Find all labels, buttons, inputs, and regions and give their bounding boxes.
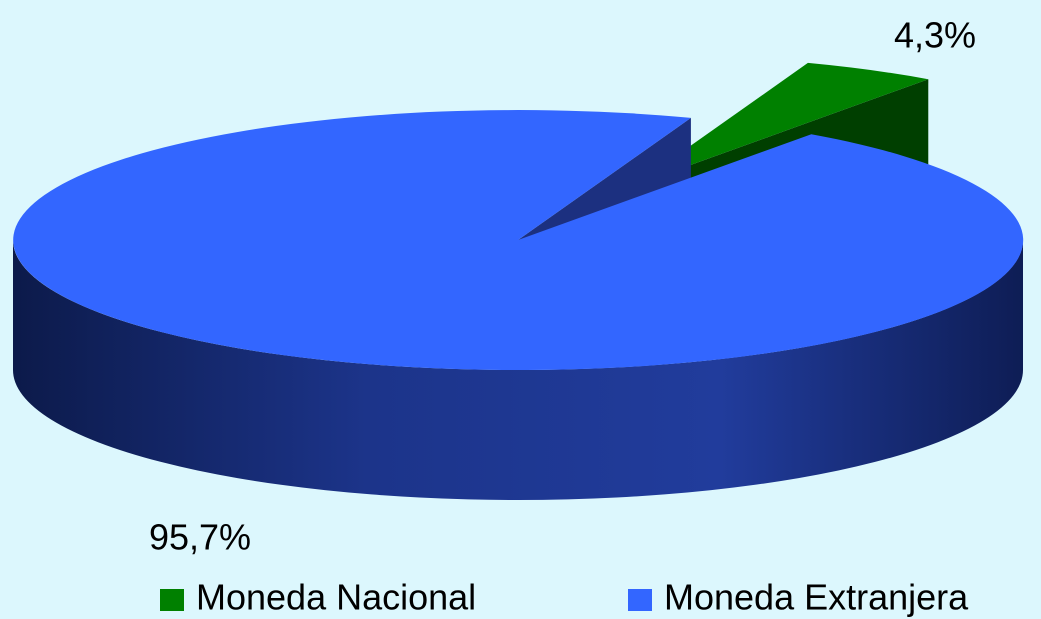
legend-swatch — [628, 589, 652, 611]
legend-label: Moneda Extranjera — [664, 577, 969, 618]
slice-top — [635, 62, 929, 185]
legend-swatch — [160, 589, 184, 611]
data-label: 4,3% — [894, 15, 976, 56]
slice-top — [13, 110, 1024, 371]
legend-label: Moneda Nacional — [196, 577, 476, 618]
data-label: 95,7% — [149, 517, 251, 558]
